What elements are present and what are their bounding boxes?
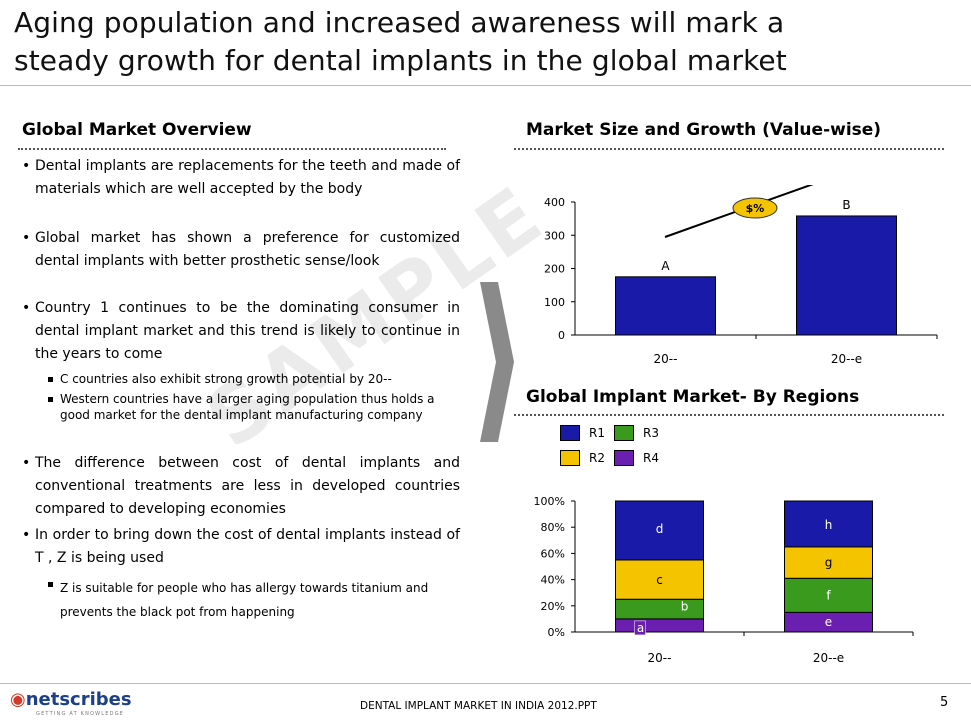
- right-divider-2: [514, 414, 944, 416]
- stacked-segment: [615, 559, 704, 600]
- y-tick-label: 80%: [541, 521, 565, 534]
- market-size-heading: Market Size and Growth (Value-wise): [526, 120, 882, 140]
- segment-label: b: [681, 599, 689, 613]
- bullet-5: In order to bring down the cost of denta…: [22, 524, 460, 570]
- legend-label-r2: R2: [589, 451, 605, 465]
- y-tick-label: 400: [544, 196, 565, 209]
- page-number: 5: [940, 695, 949, 710]
- regions-heading: Global Implant Market- By Regions: [526, 387, 860, 407]
- segment-label: f: [826, 588, 831, 602]
- segment-label-box: [634, 620, 646, 636]
- y-tick-label: 300: [544, 229, 565, 242]
- stacked-segment: [784, 500, 873, 548]
- y-tick-label: 100: [544, 296, 565, 309]
- legend-swatch-r3: [614, 425, 634, 441]
- sub-bullet-1: C countries also exhibit strong growth p…: [48, 371, 460, 387]
- y-tick-label: 40%: [541, 574, 565, 587]
- y-tick-label: 200: [544, 263, 565, 276]
- bullet-1: Dental implants are replacements for the…: [22, 155, 460, 201]
- y-tick-label: 0: [558, 329, 565, 342]
- sub-bullet-3: Z is suitable for people who has allergy…: [48, 576, 460, 624]
- legend-swatch-r2: [560, 450, 580, 466]
- legend-swatch-r1: [560, 425, 580, 441]
- legend-label-r1: R1: [589, 426, 605, 440]
- legend-label-r3: R3: [643, 426, 659, 440]
- y-tick-label: 20%: [541, 600, 565, 613]
- stacked-segment: [615, 618, 704, 633]
- left-divider: [18, 148, 446, 150]
- title-rule: [0, 85, 971, 86]
- right-divider-1: [514, 148, 944, 150]
- bullet-3: Country 1 continues to be the dominating…: [22, 297, 460, 366]
- segment-label: a: [637, 621, 644, 635]
- segment-label: h: [825, 518, 833, 532]
- footer-filename: DENTAL IMPLANT MARKET IN INDIA 2012.PPT: [360, 700, 597, 712]
- sub-bullet-2: Western countries have a larger aging po…: [48, 391, 460, 423]
- netscribes-logo: ◉netscribes: [10, 689, 132, 710]
- bullet-2: Global market has shown a preference for…: [22, 227, 460, 273]
- x-tick-label: 20--e: [813, 651, 844, 665]
- logo-tagline: GETTING AT KNOWLEDGE: [36, 711, 125, 717]
- page-title: Aging population and increased awareness…: [14, 6, 787, 77]
- segment-label: d: [656, 522, 664, 536]
- footer-rule: [0, 683, 971, 684]
- market-size-chart: 0 100 200 300 400 A 20-- B 20--e $%: [544, 185, 938, 366]
- stacked-segment: [615, 500, 704, 561]
- legend-swatch-r4: [614, 450, 634, 466]
- y-tick-label: 0%: [548, 626, 565, 639]
- bar-data-label: A: [661, 259, 670, 273]
- legend-label-r4: R4: [643, 451, 659, 465]
- x-tick-label: 20--: [648, 651, 672, 665]
- cagr-badge: [732, 197, 778, 219]
- x-tick-label: 20--: [654, 352, 678, 366]
- cagr-label: $%: [746, 202, 765, 215]
- stacked-segment: [784, 577, 873, 613]
- y-tick-label: 60%: [541, 547, 565, 560]
- chevron-arrow-icon: [480, 282, 514, 442]
- x-tick-label: 20--e: [831, 352, 862, 366]
- segment-label: g: [825, 556, 833, 570]
- bar: [796, 215, 897, 336]
- y-tick-label: 100%: [534, 495, 565, 508]
- segment-label: c: [656, 573, 663, 587]
- bar-data-label: B: [842, 198, 850, 212]
- bullet-4: The difference between cost of dental im…: [22, 452, 460, 521]
- market-overview-heading: Global Market Overview: [22, 120, 252, 140]
- bar: [615, 276, 716, 336]
- segment-label: e: [825, 615, 832, 629]
- stacked-segment: [784, 546, 873, 579]
- stacked-segment: [615, 598, 704, 620]
